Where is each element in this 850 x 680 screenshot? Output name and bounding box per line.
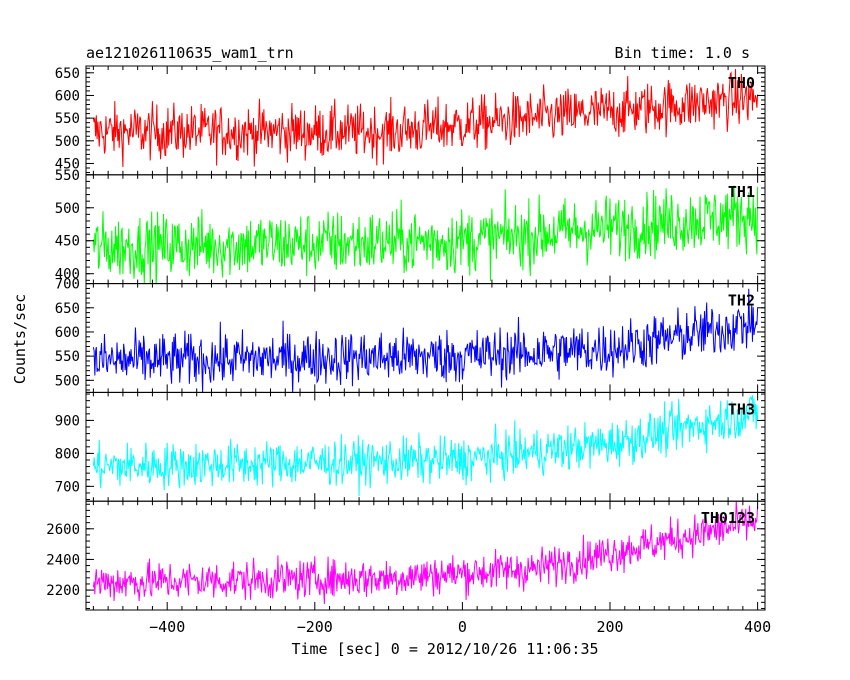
x-tick-label: −200	[297, 618, 333, 636]
y-tick-label: 900	[55, 413, 80, 429]
y-tick-label: 650	[55, 301, 80, 317]
series-line-th2	[92, 288, 759, 393]
x-tick-label: −400	[149, 618, 185, 636]
y-tick-label: 600	[55, 325, 80, 341]
y-tick-label: 450	[55, 156, 80, 172]
y-tick-label: 500	[55, 373, 80, 389]
y-tick-label: 400	[55, 267, 80, 283]
y-tick-label: 700	[55, 479, 80, 495]
y-tick-label: 550	[55, 111, 80, 127]
series-line-th0123	[92, 501, 759, 604]
y-tick-label: 550	[55, 168, 80, 184]
chart-title: ae121026110635_wam1_trn	[86, 44, 294, 62]
panel-frame-th3	[85, 391, 766, 502]
x-tick-label: 200	[596, 618, 623, 636]
y-tick-label: 650	[55, 66, 80, 82]
y-tick-label: 500	[55, 201, 80, 217]
panel-frame-th0123	[85, 500, 766, 611]
x-tick-label: 400	[744, 618, 771, 636]
x-tick-label: 0	[458, 618, 467, 636]
series-line-th3	[92, 395, 759, 497]
series-label-th0123: TH0123	[701, 509, 755, 527]
y-axis-label: Counts/sec	[11, 293, 29, 385]
y-tick-label: 2600	[46, 522, 80, 538]
x-axis-label: Time [sec] 0 = 2012/10/26 11:06:35	[291, 640, 599, 658]
series-label-th3: TH3	[728, 400, 755, 418]
bin-time-label: Bin time: 1.0 s	[614, 44, 750, 62]
y-tick-label: 2200	[46, 583, 80, 599]
y-tick-label: 600	[55, 88, 80, 104]
y-tick-label: 450	[55, 234, 80, 250]
series-line-th1	[92, 185, 759, 284]
series-label-th2: TH2	[728, 292, 755, 310]
y-tick-label: 700	[55, 277, 80, 293]
y-tick-label: 500	[55, 134, 80, 150]
y-tick-label: 550	[55, 349, 80, 365]
y-tick-label: 800	[55, 446, 80, 462]
series-line-th0	[92, 68, 759, 168]
panel-frame-th2	[85, 283, 766, 393]
y-tick-label: 2400	[46, 552, 80, 568]
series-label-th1: TH1	[728, 183, 755, 201]
series-label-th0: TH0	[728, 74, 755, 92]
